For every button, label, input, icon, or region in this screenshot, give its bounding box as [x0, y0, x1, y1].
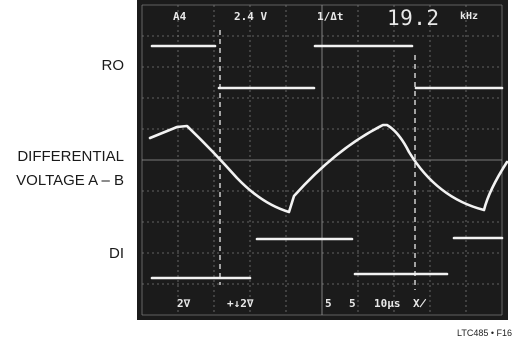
differential-label-line1: DIFFERENTIAL — [17, 148, 124, 165]
measurement-function-readout: 1/Δt — [317, 10, 344, 23]
figure-id: LTC485 • F16 — [456, 328, 512, 338]
ro-label: RO — [101, 57, 125, 74]
ch1-scale-readout: 2∇ — [177, 297, 191, 310]
volts-readout: 2.4 V — [234, 10, 268, 23]
timebase-readout: 10µs — [374, 297, 401, 310]
scale-b-readout: 5 — [349, 297, 356, 310]
channel-readout: A4 — [173, 10, 187, 23]
ch2-scale-readout: +↓2∇ — [227, 297, 254, 310]
scale-a-readout: 5 — [325, 297, 332, 310]
differential-voltage-trace — [148, 123, 508, 214]
trigger-readout: Х̸ — [413, 297, 427, 310]
scope-graticule — [141, 4, 508, 316]
di-label: DI — [109, 245, 124, 262]
differential-label-line2: VOLTAGE A – B — [16, 172, 124, 189]
frequency-unit-readout: kHz — [460, 11, 479, 22]
graticule-grid — [141, 4, 503, 316]
frequency-readout: 19.2 — [387, 6, 440, 30]
oscilloscope-screen: A4 2.4 V 1/Δt 19.2 kHz 2∇ +↓2∇ 5 5 10µs … — [137, 0, 508, 320]
